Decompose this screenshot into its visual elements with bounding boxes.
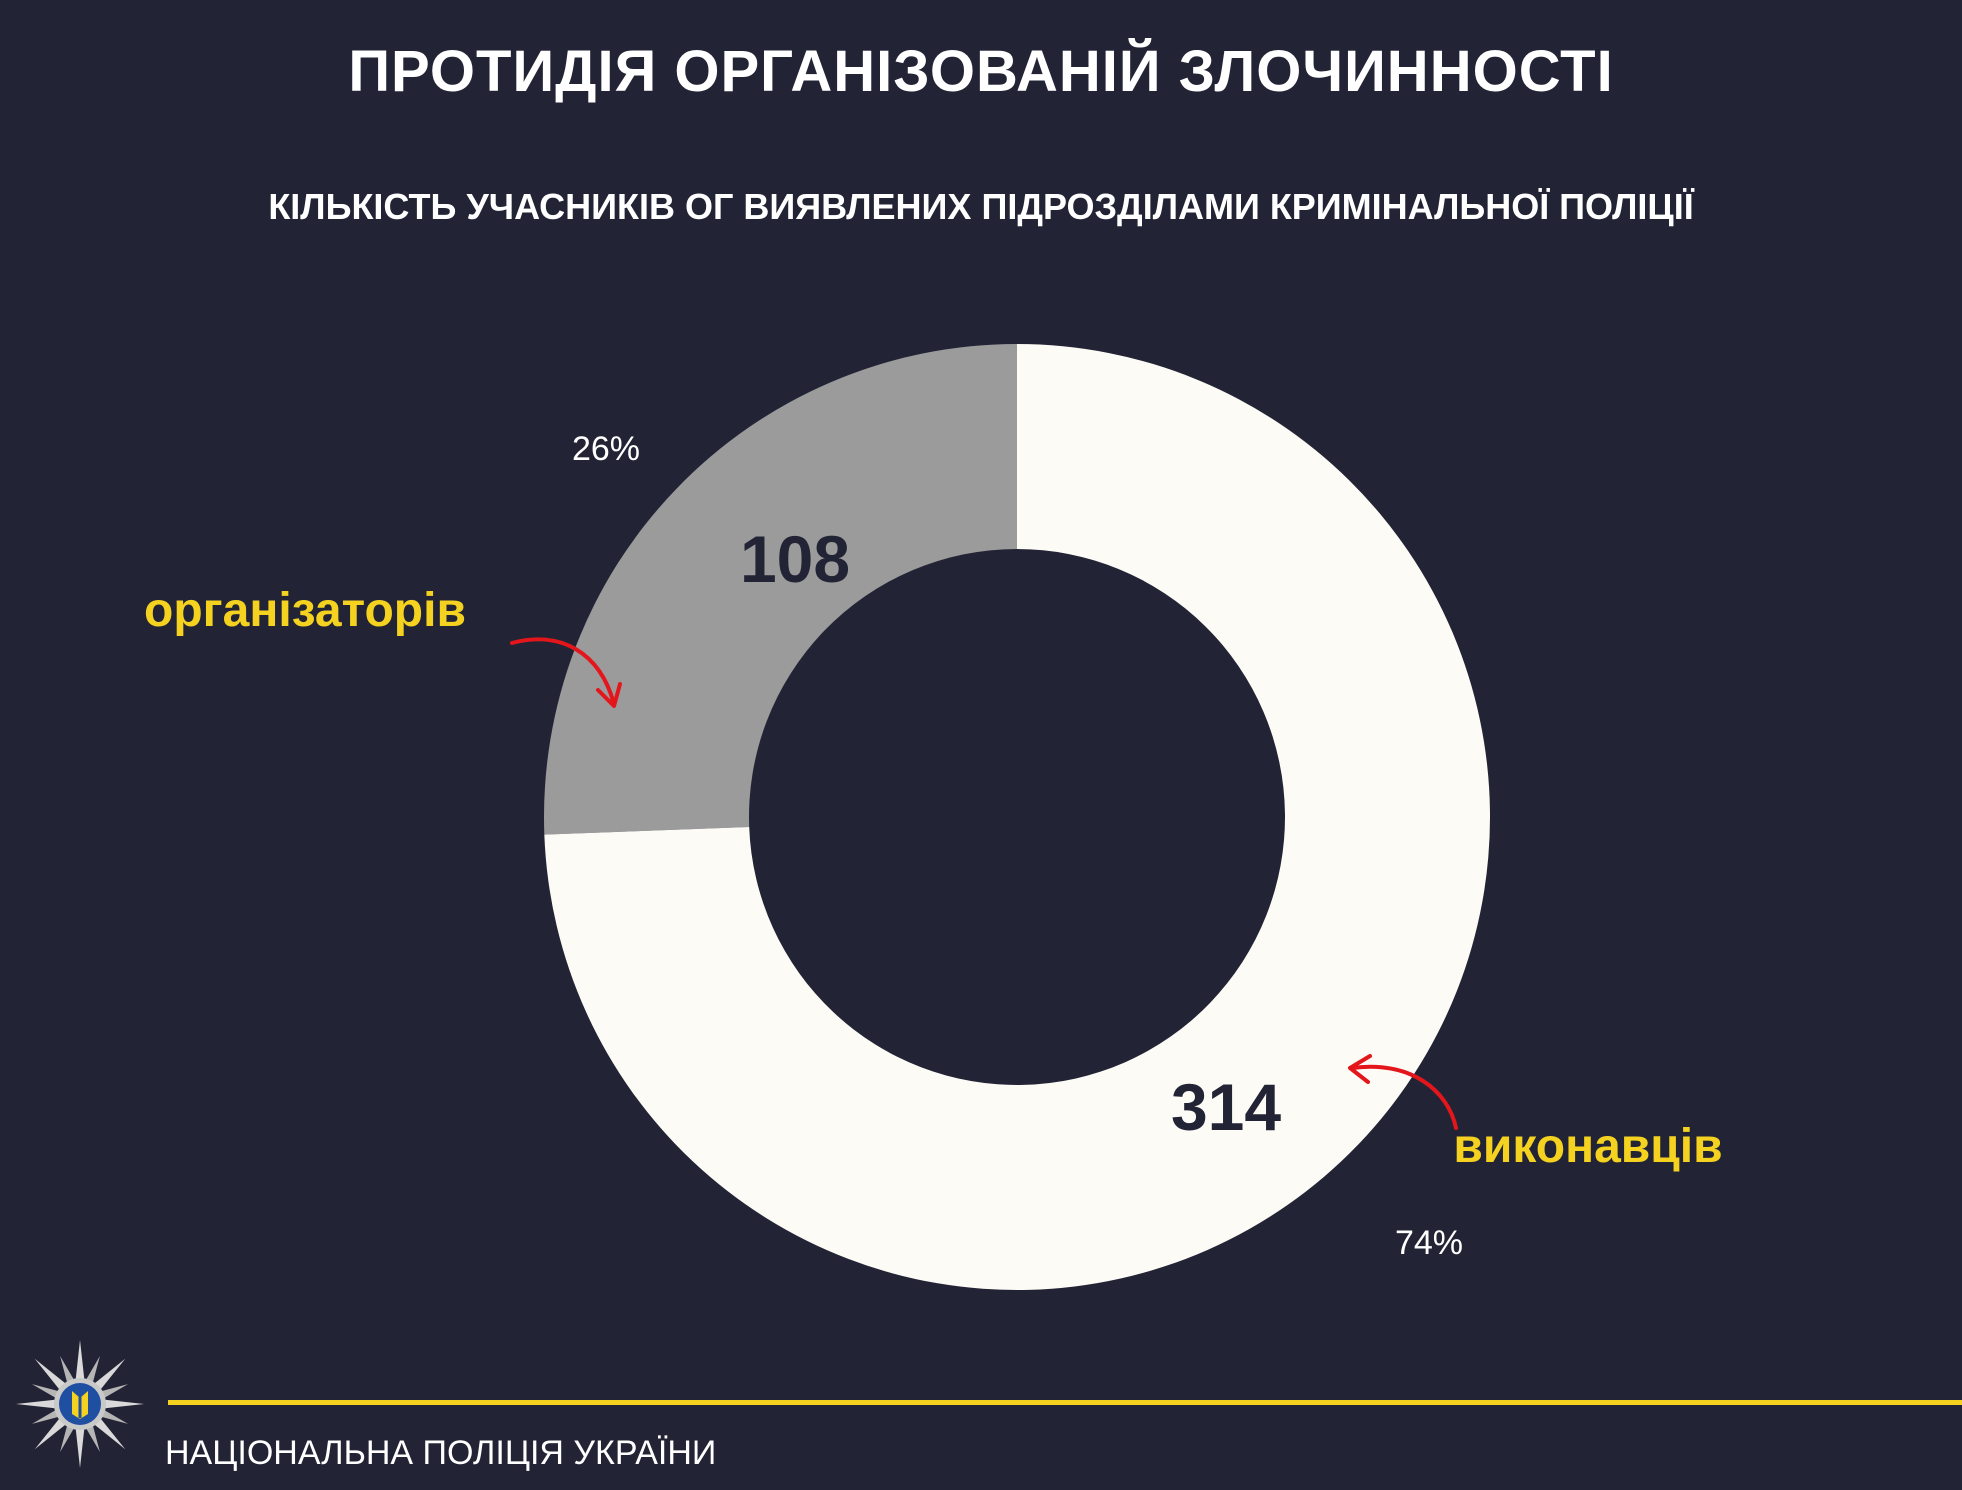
category-label-executors: виконавців xyxy=(1453,1120,1722,1173)
footer-org-name: НАЦІОНАЛЬНА ПОЛІЦІЯ УКРАЇНИ xyxy=(165,1434,717,1472)
value-label-organizers: 108 xyxy=(740,522,850,596)
chart-subtitle: КІЛЬКІСТЬ УЧАСНИКІВ ОГ ВИЯВЛЕНИХ ПІДРОЗД… xyxy=(268,186,1694,227)
value-label-executors: 314 xyxy=(1171,1070,1281,1144)
arrow-executors xyxy=(1348,1054,1458,1130)
footer-divider xyxy=(168,1400,1962,1405)
slice-organizers xyxy=(543,344,1017,835)
arrow-organizers xyxy=(510,637,622,708)
page-title: ПРОТИДІЯ ОРГАНІЗОВАНІЙ ЗЛОЧИННОСТІ xyxy=(348,39,1614,104)
slice-executors xyxy=(544,344,1491,1290)
police-star-trident-icon xyxy=(16,1340,144,1468)
percent-label-executors: 74% xyxy=(1395,1224,1463,1262)
category-label-organizers: організаторів xyxy=(144,584,466,637)
percent-label-organizers: 26% xyxy=(572,430,640,468)
